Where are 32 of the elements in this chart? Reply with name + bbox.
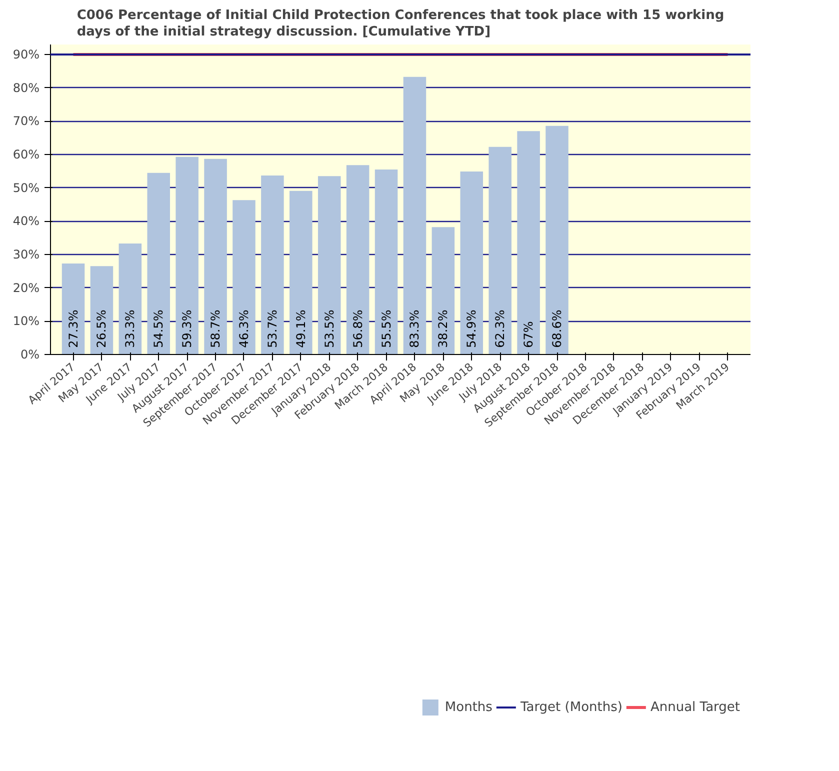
data-label: 55.5% [379,310,394,348]
y-tick-label: 90% [12,48,40,62]
y-tick-label: 60% [12,148,40,162]
data-label: 27.3% [66,310,80,348]
y-tick-label: 0% [20,348,40,362]
data-label: 58.7% [208,310,223,348]
legend-label: Months [444,700,492,714]
data-label: 67% [522,321,536,348]
data-label: 49.1% [294,310,308,348]
y-tick-label: 30% [12,248,40,262]
data-label: 33.3% [123,310,138,348]
legend-label: Target (Months) [520,700,622,714]
y-tick-label: 20% [12,280,40,295]
y-tick-label: 10% [12,314,40,328]
data-label: 26.5% [94,310,109,348]
data-label: 83.3% [408,310,422,348]
data-label: 53.5% [322,310,336,348]
data-label: 46.3% [236,310,251,348]
data-label: 54.5% [152,310,166,348]
y-tick-label: 80% [12,80,40,95]
data-label: 56.8% [350,310,365,348]
data-label: 53.7% [265,310,280,348]
data-label: 68.6% [550,310,564,348]
y-tick-label: 70% [12,114,40,128]
legend-label: Annual Target [650,700,740,714]
chart-title: C006 Percentage of Initial Child Protection Conferences that took place with 15 working days of the initial strategy discussion. [Cumulative YTD] [76,8,724,40]
data-label: 38.2% [436,310,450,348]
data-label: 54.9% [464,310,479,348]
data-label: 59.3% [180,310,194,348]
y-tick-label: 40% [12,214,40,228]
data-label: 62.3% [493,310,508,348]
y-tick-label: 50% [12,180,40,195]
